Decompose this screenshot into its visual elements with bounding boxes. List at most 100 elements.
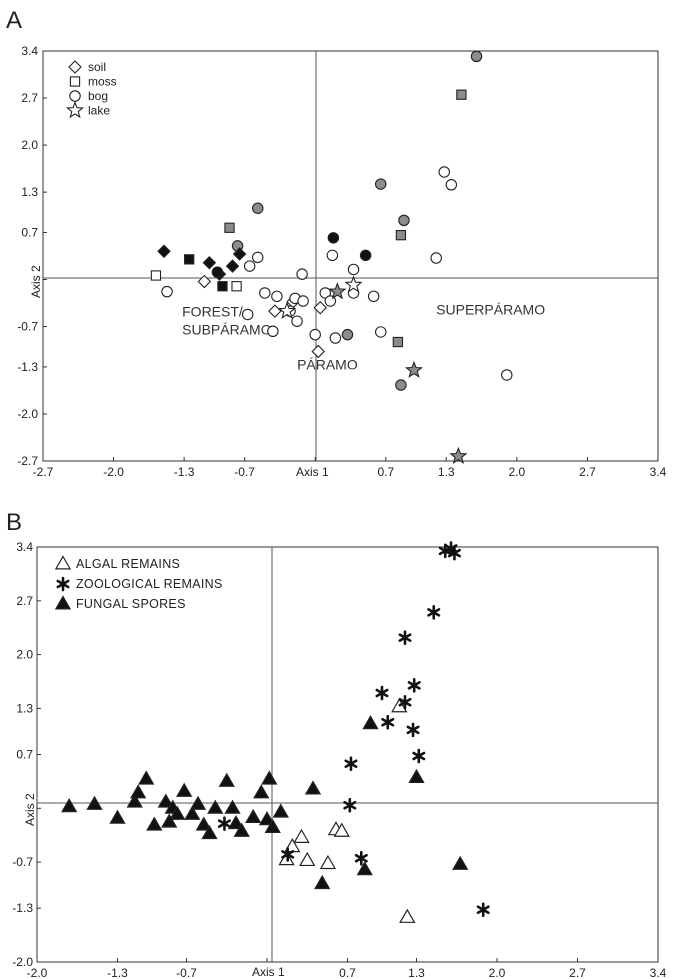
legend-entry-moss: moss xyxy=(69,75,117,89)
data-point-triangle-filled xyxy=(362,715,379,730)
legend-square-icon xyxy=(69,76,81,87)
data-point-square xyxy=(231,281,242,292)
panel-b-x-axis-label: Axis 1 xyxy=(252,965,285,979)
data-point-triangle-open xyxy=(333,822,350,837)
data-point-triangle-filled xyxy=(201,824,218,840)
data-point-circle xyxy=(374,326,387,338)
data-point-triangle-filled xyxy=(218,772,235,787)
data-point-triangle-filled xyxy=(195,816,212,831)
y-tick-label: 1.3 xyxy=(21,185,38,199)
data-point-circle xyxy=(267,325,279,338)
data-point-triangle-filled xyxy=(261,770,278,785)
data-point-asterisk xyxy=(281,847,295,862)
y-tick-label: -1.3 xyxy=(12,901,33,915)
legend-entry-soil: soil xyxy=(68,60,106,74)
data-point-circle xyxy=(326,249,339,262)
x-tick-label: -0.7 xyxy=(234,465,255,479)
data-point-triangle-filled xyxy=(314,874,331,890)
data-point-triangle-filled xyxy=(176,782,193,797)
data-point-square xyxy=(224,222,235,233)
data-point-triangle-filled xyxy=(126,793,143,808)
x-tick-label: 3.4 xyxy=(650,966,667,979)
data-point-circle xyxy=(327,232,340,244)
y-tick-label: -2.7 xyxy=(17,454,38,468)
data-point-circle xyxy=(271,290,283,303)
data-point-square xyxy=(150,270,162,281)
x-tick-label: 3.4 xyxy=(650,465,667,479)
data-point-triangle-filled xyxy=(169,805,186,820)
panel-b-letter: B xyxy=(6,509,22,536)
data-point-asterisk xyxy=(343,797,357,813)
data-point-circle xyxy=(309,328,321,341)
data-point-circle xyxy=(161,285,173,298)
x-tick-label: 0.7 xyxy=(377,465,394,479)
data-point-circle xyxy=(367,290,380,303)
data-point-circle xyxy=(438,166,451,178)
data-point-triangle-filled xyxy=(258,811,276,826)
region-label: PÁRAMO xyxy=(297,357,358,373)
legend-label: bog xyxy=(88,89,108,103)
data-point-triangle-open xyxy=(399,908,416,923)
x-tick-label: -2.0 xyxy=(103,465,124,479)
data-point-asterisk xyxy=(407,678,421,693)
x-tick-label: 2.0 xyxy=(489,966,506,979)
data-point-star xyxy=(328,282,347,300)
panel-a-points xyxy=(150,50,513,465)
data-point-asterisk xyxy=(438,543,452,559)
data-point-triangle-filled xyxy=(161,813,178,828)
legend-label: FUNGAL SPORES xyxy=(76,597,186,611)
y-tick-label: -0.7 xyxy=(17,320,38,334)
data-point-diamond xyxy=(311,344,326,359)
data-point-circle xyxy=(430,252,442,264)
data-point-triangle-filled xyxy=(130,784,147,799)
panel-b-legend: ALGAL REMAINS ZOOLOGICAL REMAINS FUNGAL SP… xyxy=(54,555,223,611)
data-point-triangle-filled xyxy=(304,780,322,795)
data-point-asterisk xyxy=(398,694,412,710)
data-point-circle xyxy=(329,332,342,344)
data-point-diamond xyxy=(225,259,240,273)
legend-label: ALGAL REMAINS xyxy=(76,557,180,571)
data-point-triangle-filled xyxy=(408,768,425,784)
legend-entry: FUNGAL SPORES xyxy=(54,595,186,611)
legend-label: ZOOLOGICAL REMAINS xyxy=(76,577,223,591)
legend-label: soil xyxy=(88,60,106,74)
data-point-asterisk xyxy=(398,630,412,645)
y-tick-label: 2.0 xyxy=(16,648,33,662)
data-point-asterisk xyxy=(381,714,395,730)
data-point-circle xyxy=(297,295,309,307)
y-tick-label: -2.0 xyxy=(17,407,38,421)
legend-entry-bog: bog xyxy=(69,89,108,103)
data-point-star xyxy=(344,275,363,293)
data-point-diamond xyxy=(313,300,328,315)
data-point-diamond xyxy=(268,304,282,318)
y-tick-label: 0.7 xyxy=(21,225,38,239)
x-tick-label: -1.3 xyxy=(174,465,195,479)
y-tick-label: 2.0 xyxy=(21,138,38,152)
panel-a-plot-frame xyxy=(42,50,659,462)
legend-triangle-open-icon xyxy=(54,555,72,570)
panel-a-y-ticks: 3.4 2.7 2.0 1.3 0.7 -0.7 -1.3 -2.0 -2.7 xyxy=(17,44,47,468)
data-point-circle xyxy=(259,287,271,299)
data-point-asterisk xyxy=(476,902,490,918)
legend-star-icon xyxy=(65,100,85,119)
x-tick-label: -2.0 xyxy=(27,966,48,979)
data-point-triangle-open xyxy=(299,851,316,867)
data-point-circle xyxy=(445,179,458,191)
data-point-triangle-filled xyxy=(146,816,163,831)
data-point-triangle-filled xyxy=(86,795,103,810)
data-point-diamond xyxy=(232,247,247,261)
data-point-circle xyxy=(501,369,513,381)
x-tick-label: 2.7 xyxy=(579,465,596,479)
data-point-asterisk xyxy=(447,545,461,561)
x-tick-label: -1.3 xyxy=(107,966,128,979)
y-tick-label: 2.7 xyxy=(16,594,33,608)
panel-a: A 3.42.72.01.30.7-0.7-1.3-2.0-2.7 -2.7 -2… xyxy=(6,7,667,479)
x-tick-label: 1.3 xyxy=(408,966,425,979)
panel-a-annotations: FOREST/SUBPÁRAMO PÁRAMO SUPERPÁRAMO xyxy=(182,301,545,372)
data-point-triangle-open xyxy=(319,854,337,870)
data-point-asterisk xyxy=(427,605,441,620)
y-tick-label: -2.0 xyxy=(12,955,33,969)
data-point-square xyxy=(392,336,404,348)
data-point-triangle-filled xyxy=(224,799,241,814)
